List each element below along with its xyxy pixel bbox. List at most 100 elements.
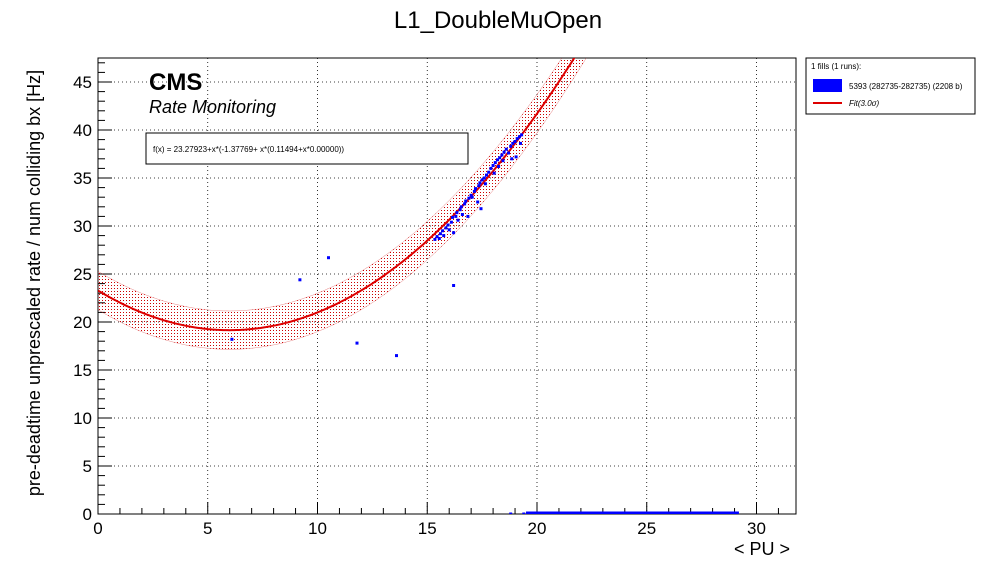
data-point <box>441 229 445 233</box>
fit-uncertainty-band <box>98 58 587 350</box>
data-point <box>458 208 462 212</box>
y-tick-label: 5 <box>83 457 92 476</box>
data-point <box>455 211 459 215</box>
y-tick-label: 10 <box>73 409 92 428</box>
data-point <box>474 187 477 191</box>
legend-entry-data: 5393 (282735-282735) (2208 b) <box>849 82 963 91</box>
x-tick-label: 0 <box>93 519 102 538</box>
x-axis-title: < PU > <box>734 539 790 559</box>
data-point <box>435 235 439 239</box>
data-point <box>476 200 480 204</box>
data-point <box>491 164 495 167</box>
data-point <box>509 512 513 514</box>
x-tick-label: 15 <box>418 519 437 538</box>
data-point <box>454 214 458 218</box>
data-point <box>478 181 482 185</box>
data-point <box>492 171 496 175</box>
data-point <box>504 147 508 151</box>
data-point <box>496 158 499 162</box>
chart-title: L1_DoubleMuOpen <box>394 7 602 34</box>
legend-entry-fit: Fit(3.0σ) <box>849 99 879 108</box>
data-point <box>485 173 488 177</box>
data-point <box>452 231 456 235</box>
fit-curve <box>98 58 576 332</box>
axis-ticks <box>97 62 779 515</box>
data-point <box>500 153 504 157</box>
data-point <box>447 228 451 232</box>
data-point <box>511 141 515 145</box>
data-point <box>509 144 513 148</box>
data-point <box>514 155 518 159</box>
data-point <box>519 141 522 145</box>
data-point <box>517 135 521 139</box>
x-tick-label: 5 <box>203 519 212 538</box>
data-point <box>449 220 453 224</box>
data-point <box>507 151 510 155</box>
data-point <box>327 256 330 260</box>
x-tick-label: 20 <box>528 519 547 538</box>
y-tick-label: 35 <box>73 169 92 188</box>
fit-formula-box: f(x) = 23.27923+x*(-1.37769+ x*(0.11494+… <box>145 132 469 165</box>
data-point <box>515 137 519 141</box>
data-point <box>477 184 481 188</box>
legend-header: 1 fills (1 runs): <box>811 62 861 71</box>
x-tick-label: 10 <box>308 519 327 538</box>
data-point <box>442 234 446 238</box>
data-point <box>437 237 441 240</box>
data-point <box>493 161 497 165</box>
data-point <box>433 237 437 241</box>
data-point <box>520 133 524 137</box>
data-point <box>451 215 454 219</box>
x-tick-label: 25 <box>637 519 656 538</box>
data-point <box>497 165 501 168</box>
data-point <box>298 278 302 282</box>
data-point <box>480 178 484 182</box>
data-point <box>470 195 474 199</box>
data-point <box>498 156 502 160</box>
data-point <box>452 284 456 287</box>
data-point <box>467 196 471 200</box>
data-point <box>513 140 517 143</box>
data-point <box>472 189 476 193</box>
x-tick-labels: 0 5 10 15 20 25 30 <box>93 519 766 538</box>
legend-swatch-data <box>813 79 842 92</box>
data-point <box>466 214 470 218</box>
data-point <box>487 170 491 174</box>
data-point <box>479 207 483 211</box>
data-points <box>230 133 739 514</box>
data-point <box>483 182 487 186</box>
data-point <box>456 218 460 222</box>
y-tick-label: 20 <box>73 313 92 332</box>
y-tick-label: 15 <box>73 361 92 380</box>
plot-frame <box>97 57 797 515</box>
data-point <box>502 150 506 154</box>
data-point <box>522 512 526 514</box>
y-tick-label: 45 <box>73 73 92 92</box>
data-point <box>459 205 463 209</box>
fit-formula-text: f(x) = 23.27923+x*(-1.37769+ x*(0.11494+… <box>153 145 344 154</box>
legend: 1 fills (1 runs): 5393 (282735-282735) (… <box>805 57 976 115</box>
y-tick-label: 30 <box>73 217 92 236</box>
data-point <box>482 176 486 180</box>
data-point <box>463 202 467 206</box>
data-point <box>460 213 464 216</box>
cms-label: CMS <box>149 69 202 96</box>
data-point <box>444 226 448 230</box>
data-point <box>510 157 514 161</box>
y-tick-label: 40 <box>73 121 92 140</box>
y-tick-label: 0 <box>83 505 92 524</box>
data-point <box>464 199 468 203</box>
data-point <box>355 341 359 345</box>
data-point <box>469 193 473 197</box>
data-point <box>230 337 234 341</box>
data-point <box>489 166 493 170</box>
x-tick-label: 30 <box>747 519 766 538</box>
data-point <box>395 354 398 358</box>
cms-sublabel: Rate Monitoring <box>149 97 276 117</box>
data-point <box>438 232 442 236</box>
data-point <box>501 159 505 163</box>
grid-lines <box>98 58 796 514</box>
y-tick-labels: 0 5 10 15 20 25 30 35 40 45 <box>73 73 92 524</box>
y-tick-label: 25 <box>73 265 92 284</box>
